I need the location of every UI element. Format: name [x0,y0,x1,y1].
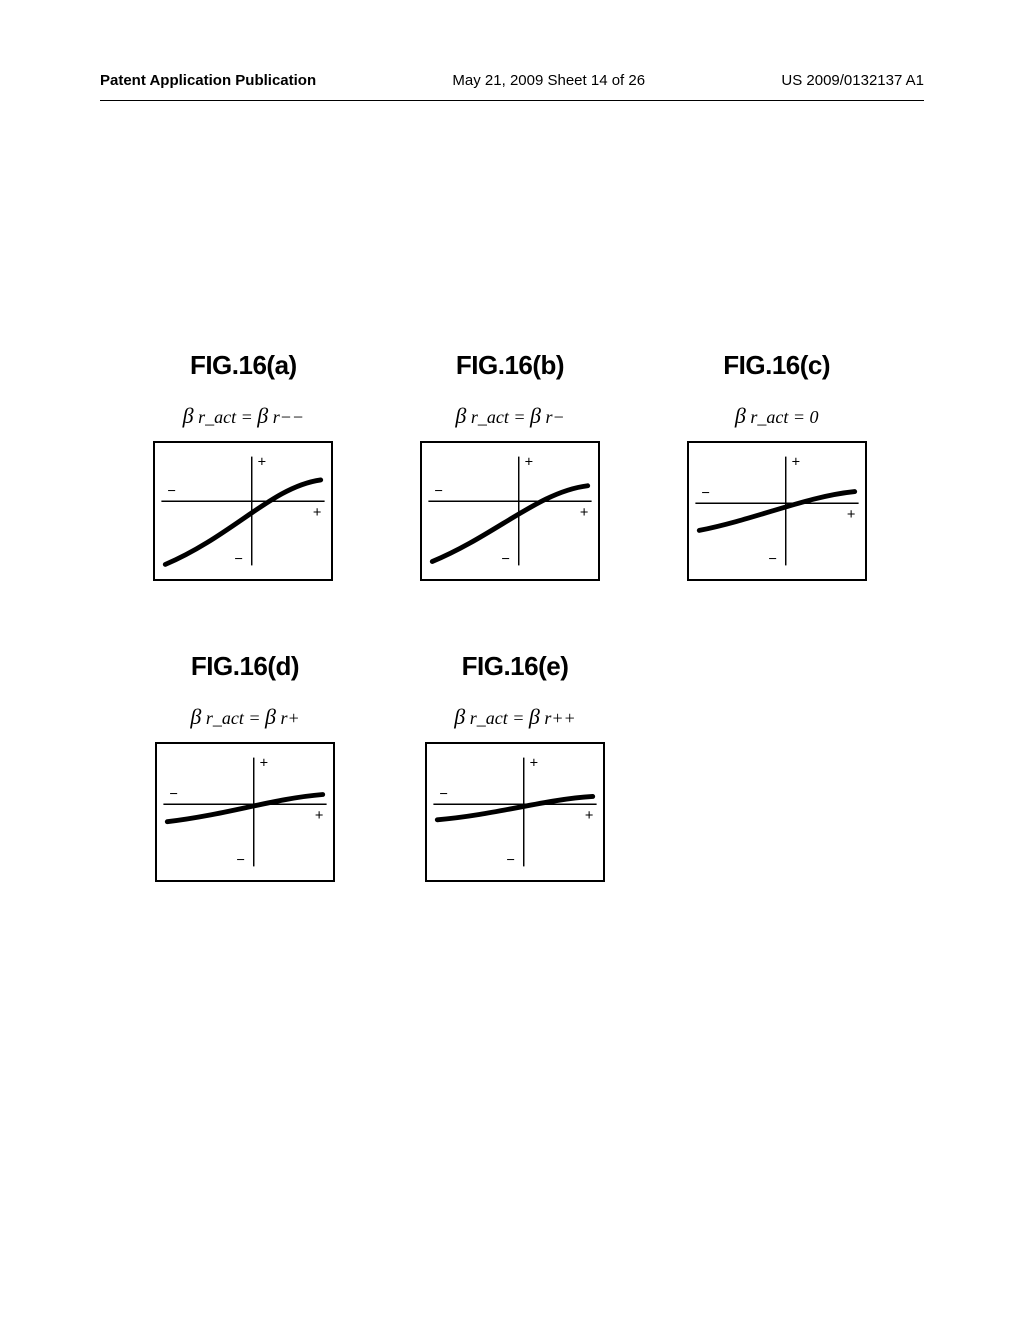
figure-formula: β r_act = β r−− [183,403,304,429]
header-patent-number: US 2009/0132137 A1 [781,72,924,89]
page-header: Patent Application Publication May 21, 2… [0,72,1024,89]
figure-title: FIG.16(c) [723,350,830,381]
svg-text:+: + [847,507,856,523]
svg-text:+: + [585,808,594,824]
figure-title: FIG.16(e) [462,651,569,682]
svg-text:+: + [791,454,800,470]
svg-text:+: + [315,808,324,824]
figure-grid: FIG.16(a) β r_act = β r−− +−+− FIG.16(b)… [140,350,880,952]
figure-panel: FIG.16(e) β r_act = β r++ + − + − [410,651,620,882]
svg-text:−: − [439,786,448,802]
figure-row: FIG.16(a) β r_act = β r−− +−+− FIG.16(b)… [140,350,880,581]
svg-text:+: + [260,755,269,771]
svg-text:+: + [580,505,589,521]
figure-panel: FIG.16(a) β r_act = β r−− + − + − [140,350,347,581]
figure-row: FIG.16(d) β r_act = β r+ + − + − FIG.16(e) … [140,651,880,882]
svg-text:−: − [501,551,510,567]
svg-text:−: − [434,483,443,499]
svg-text:+: + [530,755,539,771]
figure-panel: FIG.16(c) β r_act = 0 + − + − [673,350,880,581]
header-publication: Patent Application Publication [100,72,316,89]
chart-box: + − + − [425,742,605,882]
figure-formula: β r_act = β r+ [190,704,299,730]
figure-title: FIG.16(d) [191,651,299,682]
svg-text:−: − [768,551,777,567]
svg-text:−: − [506,852,515,868]
svg-text:−: − [701,485,710,501]
figure-formula: β r_act = β r++ [454,704,575,730]
chart-box: + − + − [155,742,335,882]
figure-title: FIG.16(b) [456,350,564,381]
svg-text:+: + [313,505,322,521]
figure-formula: β r_act = 0 [735,403,819,429]
svg-text:−: − [235,551,244,567]
chart-box: + − + − [153,441,333,581]
svg-text:−: − [169,786,178,802]
figure-panel: FIG.16(d) β r_act = β r+ + − + − [140,651,350,882]
figure-formula: β r_act = β r− [455,403,564,429]
svg-text:−: − [236,852,245,868]
header-divider [100,100,924,101]
chart-box: + − + − [420,441,600,581]
svg-text:−: − [168,483,177,499]
figure-panel: FIG.16(b) β r_act = β r− + − + − [407,350,614,581]
figure-title: FIG.16(a) [190,350,297,381]
svg-text:+: + [525,454,534,470]
header-sheet-info: May 21, 2009 Sheet 14 of 26 [452,72,645,89]
svg-text:+: + [258,454,267,470]
chart-box: + − + − [687,441,867,581]
